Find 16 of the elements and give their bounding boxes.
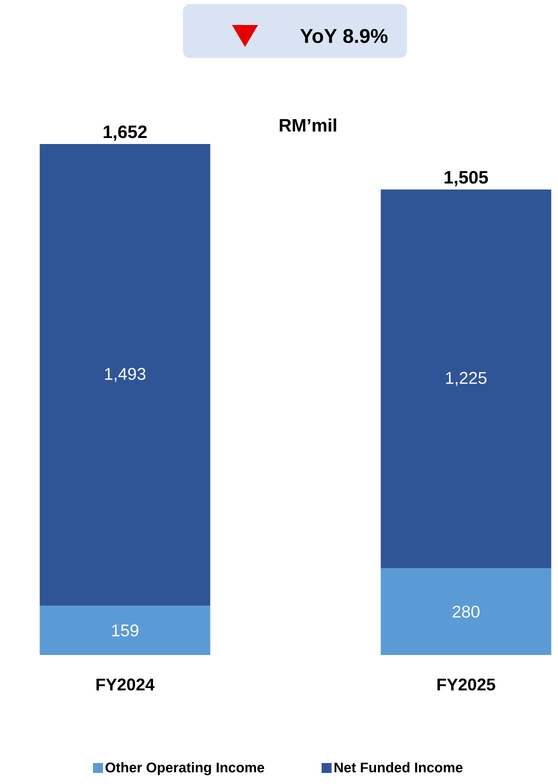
- legend-label: Other Operating Income: [106, 762, 264, 776]
- legend-label: Net Funded Income: [334, 762, 463, 772]
- bar: [380, 189, 552, 568]
- data-label: 159: [112, 624, 138, 636]
- bar: [380, 568, 552, 655]
- bar: [40, 606, 210, 655]
- data-label: 1,493: [105, 368, 146, 382]
- data-label: 280: [452, 606, 480, 618]
- x-tick-label: FY2024: [96, 678, 155, 691]
- text: YoY 8.9%: [300, 28, 388, 44]
- total-label: 1,652: [104, 125, 147, 141]
- bar: [40, 144, 210, 606]
- text: RM’mil: [280, 118, 336, 132]
- data-label: 1,225: [446, 372, 486, 386]
- x-tick-label: FY2025: [437, 678, 496, 691]
- total-label: 1,505: [444, 170, 488, 186]
